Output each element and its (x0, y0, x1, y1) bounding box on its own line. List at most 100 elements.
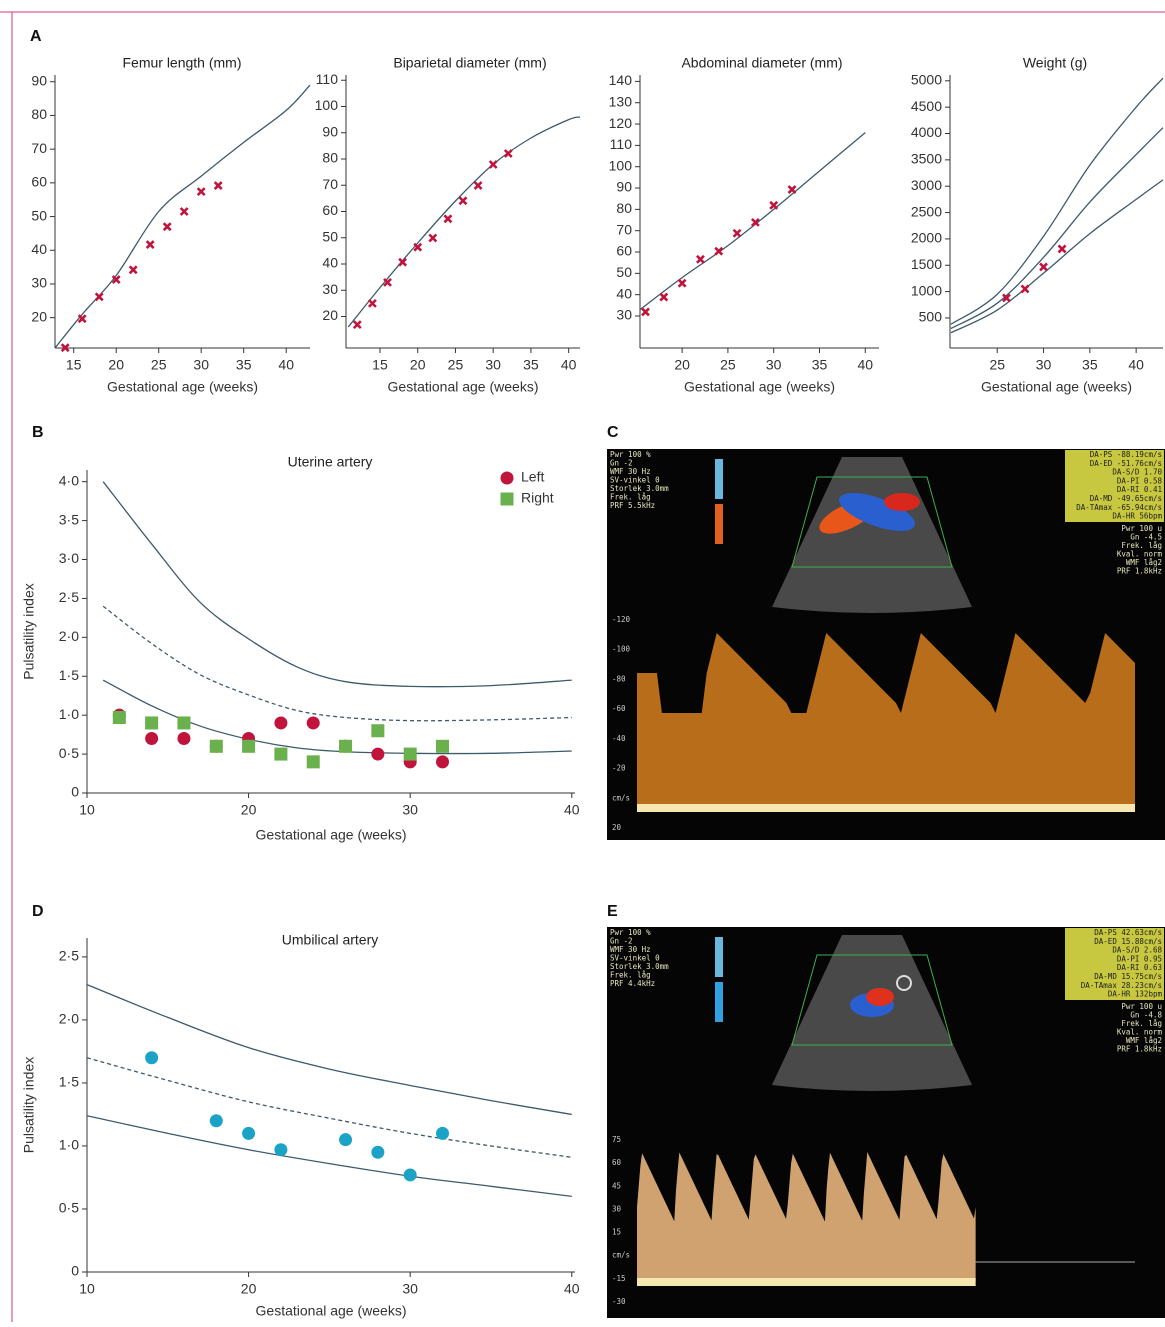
cross-marker (503, 149, 513, 158)
reference-curve (347, 116, 581, 328)
cross-marker (111, 275, 121, 285)
y-tick-label: 40 (616, 285, 632, 301)
y-tick-label: 50 (322, 228, 338, 244)
x-tick-label: 15 (372, 357, 388, 373)
y-axis-title: Pulsatility index (21, 1057, 37, 1154)
reference-curve (102, 481, 572, 688)
chart-title: Biparietal diameter (mm) (393, 55, 546, 71)
vessel-ring (896, 975, 912, 991)
cross-marker (60, 343, 70, 353)
chart-title: Femur length (mm) (122, 55, 241, 71)
y-tick-label: 60 (31, 174, 47, 190)
scanner-setting: SV-vinkel 0 (610, 476, 660, 485)
y-tick-label: 100 (609, 157, 633, 173)
reference-curve (950, 179, 1164, 334)
y-tick-label: 60 (616, 243, 632, 259)
baseline-band (637, 1278, 976, 1286)
chart-title: Umbilical artery (282, 932, 378, 948)
x-tick-label: 20 (108, 357, 124, 373)
y-tick-label: 4·0 (59, 472, 79, 488)
scanner-setting: Frek. låg (610, 493, 651, 502)
x-tick-label: 25 (989, 357, 1005, 373)
y-tick-label: 1·5 (59, 667, 79, 683)
velocity-scale-label: -40 (612, 734, 626, 743)
circle-marker (242, 1126, 256, 1140)
cross-marker (714, 246, 724, 256)
square-marker (306, 755, 320, 769)
y-tick-label: 80 (31, 106, 47, 122)
x-tick-label: 15 (66, 357, 82, 373)
y-tick-label: 120 (609, 115, 633, 131)
cross-marker (732, 228, 742, 238)
reference-curve (86, 984, 572, 1116)
readout-box (1065, 928, 1164, 1000)
cross-marker (641, 307, 650, 317)
cross-marker (428, 233, 438, 243)
square-marker (403, 747, 417, 761)
cross-marker (659, 292, 669, 302)
x-axis-title: Gestational age (weeks) (256, 1303, 407, 1319)
velocity-scale-label: 20 (612, 823, 622, 832)
square-marker (145, 716, 159, 730)
x-axis-title: Gestational age (weeks) (981, 379, 1132, 395)
cross-marker (677, 278, 687, 288)
doppler-readout: DA-ED 15.88cm/s (1094, 937, 1162, 946)
y-tick-label: 30 (31, 275, 47, 291)
y-tick-label: 80 (616, 200, 632, 216)
velocity-scale-label: 30 (612, 1204, 622, 1213)
doppler-spectrum (637, 633, 1135, 808)
doppler-readout: DA-MD 15.75cm/s (1094, 972, 1162, 981)
x-tick-label: 40 (1128, 357, 1144, 373)
cross-marker (128, 265, 138, 275)
circle-marker (145, 732, 159, 746)
velocity-scale-label: cm/s (612, 1251, 630, 1260)
x-tick-label: 40 (564, 1281, 580, 1297)
cross-marker (352, 320, 362, 330)
y-tick-label: 0 (71, 784, 79, 800)
cross-marker (769, 200, 779, 210)
scanner-setting: PRF 5.5kHz (610, 501, 655, 510)
y-tick-label: 3000 (911, 177, 942, 193)
cross-marker (696, 254, 705, 264)
x-tick-label: 25 (448, 357, 464, 373)
scanner-setting: Pwr 100 % (610, 450, 651, 459)
circle-marker (435, 1126, 449, 1140)
scanner-setting: Gn -4.8 (1130, 1011, 1162, 1020)
x-tick-label: 30 (1036, 357, 1052, 373)
circle-marker (209, 1114, 223, 1128)
scanner-setting: Kval. norm (1117, 1028, 1163, 1037)
scanner-setting: Frek. låg (1121, 541, 1162, 550)
panel-label: A (30, 28, 42, 45)
y-tick-label: 4000 (911, 124, 942, 140)
scanner-setting: PRF 4.4kHz (610, 979, 655, 988)
x-tick-label: 40 (561, 357, 577, 373)
doppler-readout: DA-MD -49.65cm/s (1090, 494, 1162, 503)
x-tick-label: 30 (402, 802, 418, 818)
y-tick-label: 2·0 (59, 1011, 79, 1027)
cross-marker (750, 217, 760, 227)
legend-label: Right (521, 490, 554, 506)
cross-marker (213, 181, 223, 190)
circle-marker (435, 755, 449, 769)
y-tick-label: 0·5 (59, 1200, 79, 1216)
x-axis-title: Gestational age (weeks) (256, 827, 407, 843)
x-tick-label: 30 (485, 357, 501, 373)
doppler-readout: DA-PI 0.95 (1117, 954, 1162, 963)
y-tick-label: 1·5 (59, 1074, 79, 1090)
y-tick-label: 50 (31, 207, 47, 223)
color-bar-bottom (715, 982, 723, 1022)
cross-marker (383, 277, 392, 287)
y-tick-label: 1500 (911, 256, 942, 272)
cross-marker (458, 196, 468, 206)
scanner-setting: Pwr 100 % (610, 928, 651, 937)
velocity-scale-label: 75 (612, 1135, 621, 1144)
cross-marker (1039, 262, 1048, 272)
cross-marker (162, 222, 172, 232)
chart-title: Weight (g) (1023, 55, 1087, 71)
doppler-readout: DA-S/D 1.70 (1112, 468, 1162, 477)
y-tick-label: 110 (610, 136, 633, 152)
reference-curve (86, 1115, 572, 1198)
x-tick-label: 20 (674, 357, 690, 373)
y-tick-label: 70 (31, 140, 47, 156)
doppler-readout: DA-TAmax -65.94cm/s (1076, 503, 1162, 512)
